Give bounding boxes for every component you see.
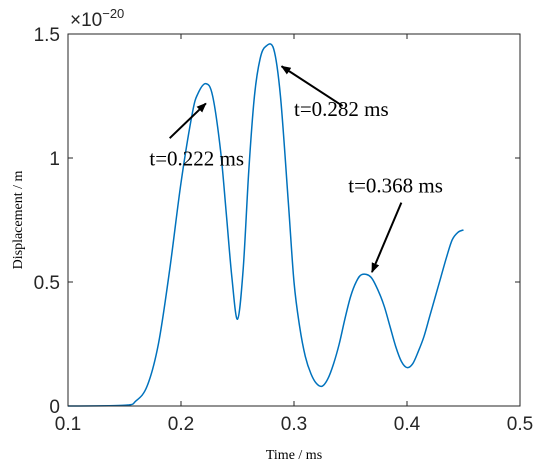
y-multiplier-label: ×10−20 (70, 6, 124, 31)
plot-area (68, 34, 520, 406)
x-tick-label: 0.2 (168, 414, 194, 435)
x-tick-label: 0.1 (55, 414, 81, 435)
y-tick-label: 1 (49, 149, 60, 170)
x-tick-label: 0.5 (507, 414, 533, 435)
annotation-arrow (371, 202, 403, 274)
annotation-arrow (169, 102, 207, 139)
annotation-arrow (280, 65, 344, 107)
x-tick-label: 0.4 (394, 414, 421, 435)
axis-ticks: 0.1 0.2 0.3 0.4 0.5 0 0.5 1 1.5 (34, 25, 534, 435)
y-axis-title: Displacement / m (11, 171, 26, 270)
y-tick-label: 1.5 (34, 25, 60, 46)
x-axis-title: Time / ms (266, 448, 322, 463)
series-line-0 (67, 43, 464, 407)
annotations: t=0.222 ms t=0.282 ms t=0.368 ms (149, 65, 443, 274)
annotation-label: t=0.222 ms (149, 146, 244, 170)
plot-lines (67, 43, 464, 407)
y-multiplier-exponent: −20 (102, 6, 124, 21)
y-tick-label: 0.5 (34, 273, 60, 294)
x-tick-label: 0.3 (281, 414, 307, 435)
annotation-label: t=0.368 ms (348, 174, 443, 198)
y-tick-label: 0 (49, 397, 60, 418)
annotation-label: t=0.282 ms (294, 97, 389, 121)
y-multiplier-base: ×10 (70, 10, 102, 31)
